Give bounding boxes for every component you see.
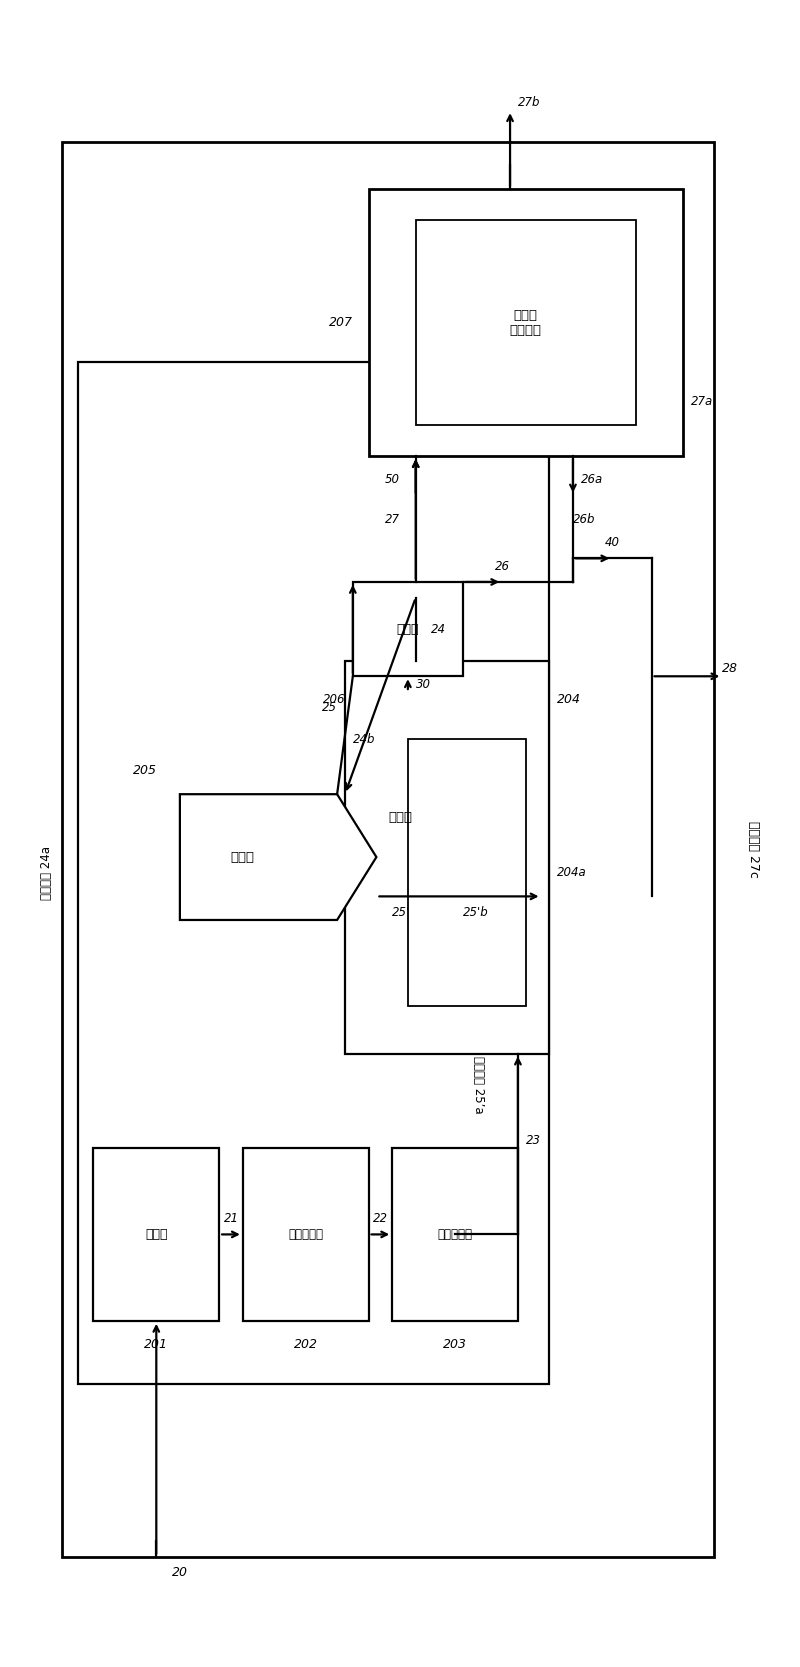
Text: 27: 27 — [385, 512, 400, 525]
Text: 204a: 204a — [558, 867, 587, 879]
Polygon shape — [180, 793, 377, 920]
Text: 第二反应池: 第二反应池 — [438, 1229, 473, 1240]
Text: 21: 21 — [223, 1212, 238, 1225]
Text: 24b: 24b — [353, 733, 375, 745]
Text: 202: 202 — [294, 1339, 318, 1350]
Text: 30: 30 — [416, 678, 430, 690]
Text: 201: 201 — [144, 1339, 168, 1350]
Text: 205: 205 — [133, 763, 157, 777]
Text: 暴气池: 暴气池 — [397, 622, 419, 635]
Text: 回流污泥 25’a: 回流污泥 25’a — [472, 1057, 485, 1114]
Text: 22: 22 — [373, 1212, 388, 1225]
Bar — [345, 660, 550, 1054]
Bar — [353, 582, 463, 677]
Text: 内部回流 27c: 内部回流 27c — [747, 820, 760, 877]
Text: 24: 24 — [431, 622, 446, 635]
Bar — [62, 142, 714, 1557]
Text: 25: 25 — [322, 702, 337, 713]
Text: 50: 50 — [385, 473, 400, 487]
Bar — [78, 362, 550, 1384]
Bar — [369, 188, 683, 457]
Text: 26: 26 — [494, 560, 510, 573]
Text: 40: 40 — [605, 537, 620, 548]
Text: 203: 203 — [443, 1339, 467, 1350]
Text: 23: 23 — [526, 1134, 541, 1147]
Text: 厅化池: 厅化池 — [145, 1229, 167, 1240]
Bar — [242, 1149, 369, 1320]
Text: 206: 206 — [322, 693, 345, 707]
Text: 204: 204 — [558, 693, 582, 707]
Text: 沉淠池: 沉淠池 — [230, 850, 254, 864]
Text: 27b: 27b — [518, 97, 541, 108]
Bar — [392, 1149, 518, 1320]
Text: 25': 25' — [392, 905, 410, 919]
Text: 207: 207 — [329, 317, 353, 328]
Text: 26a: 26a — [581, 473, 603, 487]
Bar — [416, 220, 636, 425]
Text: 28: 28 — [722, 662, 738, 675]
Text: 好氧池: 好氧池 — [388, 812, 412, 823]
Text: 25'b: 25'b — [463, 905, 489, 919]
Text: 第一反应池: 第一反应池 — [288, 1229, 323, 1240]
Text: 20: 20 — [172, 1565, 188, 1579]
Text: 生物膜
过滤装置: 生物膜 过滤装置 — [510, 308, 542, 337]
Bar — [408, 738, 526, 1007]
Text: 27a: 27a — [691, 395, 713, 408]
Bar — [94, 1149, 219, 1320]
Text: 内部回流 24a: 内部回流 24a — [40, 845, 53, 900]
Text: 26b: 26b — [573, 512, 595, 525]
